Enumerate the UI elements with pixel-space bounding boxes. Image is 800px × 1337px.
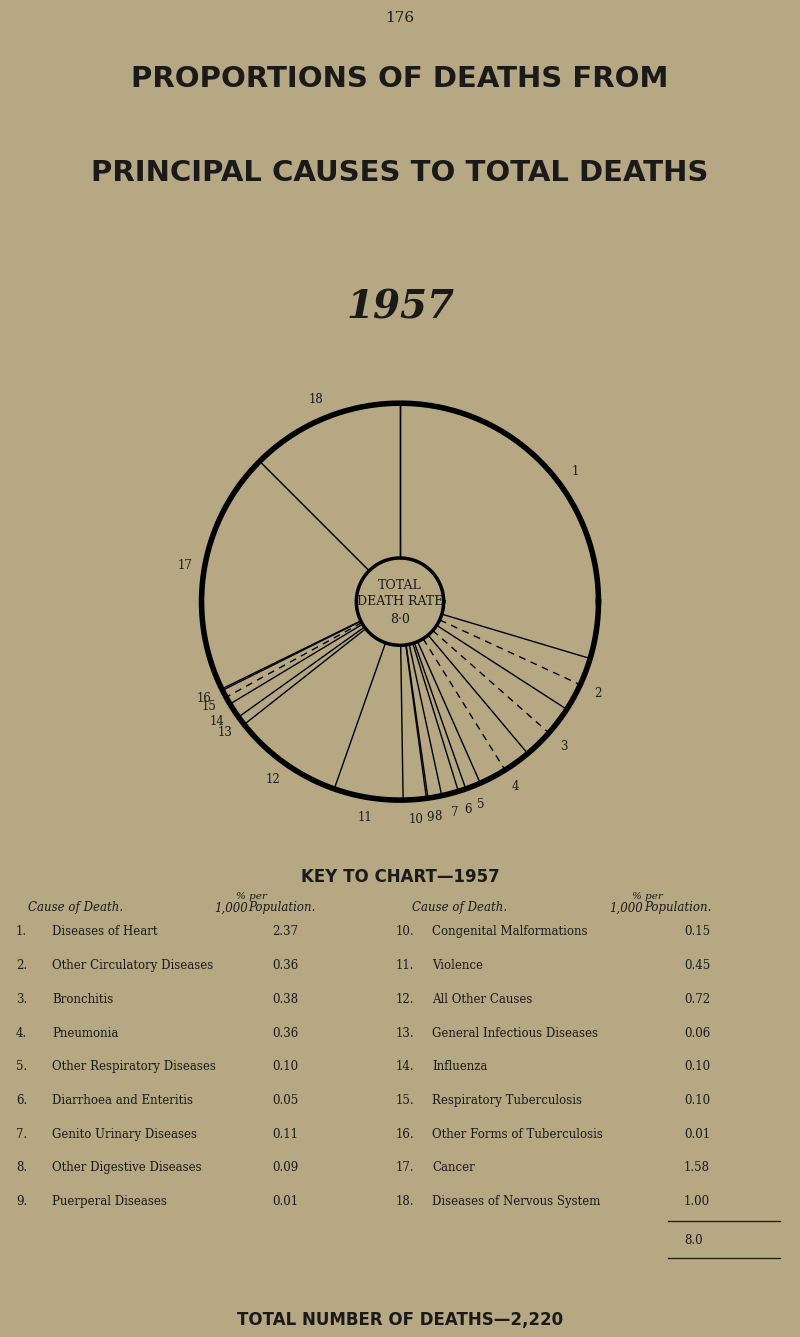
Text: 1.00: 1.00: [684, 1195, 710, 1209]
Text: 13: 13: [218, 726, 233, 739]
Text: Other Forms of Tuberculosis: Other Forms of Tuberculosis: [432, 1127, 603, 1140]
Text: 1,000: 1,000: [610, 901, 643, 915]
Text: Diseases of Nervous System: Diseases of Nervous System: [432, 1195, 600, 1209]
Text: 9: 9: [426, 812, 434, 825]
Text: 0.01: 0.01: [684, 1127, 710, 1140]
Text: Genito Urinary Diseases: Genito Urinary Diseases: [52, 1127, 197, 1140]
Text: 1.58: 1.58: [684, 1162, 710, 1174]
Text: 0.36: 0.36: [272, 959, 298, 972]
Text: 0.09: 0.09: [272, 1162, 298, 1174]
Text: 15: 15: [202, 701, 216, 714]
Text: Other Circulatory Diseases: Other Circulatory Diseases: [52, 959, 214, 972]
Text: 11: 11: [358, 810, 372, 824]
Text: 0.36: 0.36: [272, 1027, 298, 1040]
Text: 7: 7: [451, 806, 459, 820]
Text: 4: 4: [512, 781, 519, 793]
Text: 1.: 1.: [16, 925, 27, 939]
Text: 2.37: 2.37: [272, 925, 298, 939]
Text: 0.10: 0.10: [684, 1094, 710, 1107]
Text: 12.: 12.: [396, 993, 414, 1005]
Text: 1: 1: [571, 465, 578, 477]
Text: 1,000: 1,000: [214, 901, 248, 915]
Text: Bronchitis: Bronchitis: [52, 993, 114, 1005]
Text: 0.11: 0.11: [272, 1127, 298, 1140]
Text: 6.: 6.: [16, 1094, 27, 1107]
Text: 2: 2: [594, 686, 602, 699]
Text: 3.: 3.: [16, 993, 27, 1005]
Text: 0.10: 0.10: [272, 1060, 298, 1074]
Text: PROPORTIONS OF DEATHS FROM: PROPORTIONS OF DEATHS FROM: [131, 66, 669, 94]
Text: 9.: 9.: [16, 1195, 27, 1209]
Text: 0.01: 0.01: [272, 1195, 298, 1209]
Text: 3: 3: [560, 739, 567, 753]
Text: % per: % per: [632, 892, 663, 901]
Text: 13.: 13.: [396, 1027, 414, 1040]
Text: 0.38: 0.38: [272, 993, 298, 1005]
Text: 0.10: 0.10: [684, 1060, 710, 1074]
Text: 176: 176: [386, 11, 414, 25]
Text: Other Digestive Diseases: Other Digestive Diseases: [52, 1162, 202, 1174]
Text: 7.: 7.: [16, 1127, 27, 1140]
Text: 10.: 10.: [396, 925, 414, 939]
Text: KEY TO CHART—1957: KEY TO CHART—1957: [301, 868, 499, 885]
Text: Cause of Death.: Cause of Death.: [412, 901, 507, 915]
Text: TOTAL: TOTAL: [378, 579, 422, 592]
Text: Other Respiratory Diseases: Other Respiratory Diseases: [52, 1060, 216, 1074]
Text: Respiratory Tuberculosis: Respiratory Tuberculosis: [432, 1094, 582, 1107]
Text: 0.05: 0.05: [272, 1094, 298, 1107]
Text: 0.72: 0.72: [684, 993, 710, 1005]
Text: Cause of Death.: Cause of Death.: [28, 901, 123, 915]
Text: 6: 6: [465, 802, 472, 816]
Text: 8.0: 8.0: [684, 1234, 702, 1246]
Text: 8.: 8.: [16, 1162, 27, 1174]
Text: 14: 14: [210, 715, 225, 729]
Text: 14.: 14.: [396, 1060, 414, 1074]
Text: Diseases of Heart: Diseases of Heart: [52, 925, 158, 939]
Text: 17.: 17.: [396, 1162, 414, 1174]
Text: All Other Causes: All Other Causes: [432, 993, 532, 1005]
Text: PRINCIPAL CAUSES TO TOTAL DEATHS: PRINCIPAL CAUSES TO TOTAL DEATHS: [91, 159, 709, 187]
Text: 12: 12: [266, 773, 281, 786]
Text: DEATH RATE: DEATH RATE: [357, 595, 443, 608]
Text: Puerperal Diseases: Puerperal Diseases: [52, 1195, 167, 1209]
Text: 18.: 18.: [396, 1195, 414, 1209]
Text: TOTAL NUMBER OF DEATHS—2,220: TOTAL NUMBER OF DEATHS—2,220: [237, 1310, 563, 1329]
Text: 10: 10: [409, 813, 424, 826]
Text: Influenza: Influenza: [432, 1060, 487, 1074]
Text: 0.06: 0.06: [684, 1027, 710, 1040]
Text: 1957: 1957: [346, 289, 454, 326]
Text: Cancer: Cancer: [432, 1162, 474, 1174]
Text: 11.: 11.: [396, 959, 414, 972]
Text: 5.: 5.: [16, 1060, 27, 1074]
Text: Population.: Population.: [644, 901, 711, 915]
Text: 15.: 15.: [396, 1094, 414, 1107]
Text: 4.: 4.: [16, 1027, 27, 1040]
Text: General Infectious Diseases: General Infectious Diseases: [432, 1027, 598, 1040]
Text: 8·0: 8·0: [390, 612, 410, 626]
Text: 8: 8: [434, 810, 442, 824]
Text: 16: 16: [197, 693, 212, 705]
Text: Pneumonia: Pneumonia: [52, 1027, 118, 1040]
Text: 16.: 16.: [396, 1127, 414, 1140]
Text: % per: % per: [236, 892, 267, 901]
Text: 5: 5: [477, 798, 484, 812]
Text: Violence: Violence: [432, 959, 483, 972]
Text: 18: 18: [309, 393, 324, 406]
Text: 17: 17: [178, 559, 192, 572]
Text: Diarrhoea and Enteritis: Diarrhoea and Enteritis: [52, 1094, 193, 1107]
Text: Population.: Population.: [248, 901, 315, 915]
Text: Congenital Malformations: Congenital Malformations: [432, 925, 587, 939]
Text: 0.45: 0.45: [684, 959, 710, 972]
Text: 2.: 2.: [16, 959, 27, 972]
Text: 0.15: 0.15: [684, 925, 710, 939]
